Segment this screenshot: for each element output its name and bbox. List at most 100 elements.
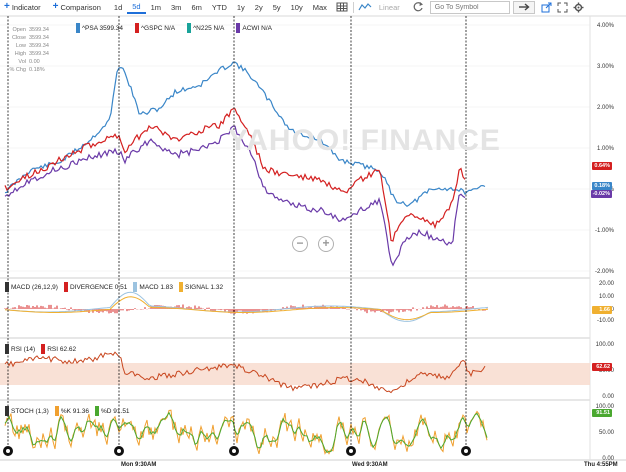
share-icon[interactable] bbox=[539, 0, 555, 14]
event-marker[interactable] bbox=[3, 446, 13, 456]
legend-item[interactable]: DIVERGENCE 0.51 bbox=[63, 282, 128, 292]
legend-label: DIVERGENCE 0.51 bbox=[69, 283, 128, 291]
range-1y[interactable]: 1y bbox=[236, 2, 245, 12]
event-marker[interactable] bbox=[461, 446, 471, 456]
quote-summary: Open 3599.34 Close 3599.34 Low 3599.34 High 359… bbox=[4, 26, 49, 74]
legend-label: MACD (26,12,9) bbox=[11, 283, 58, 291]
scale-toggle[interactable]: Linear bbox=[379, 0, 400, 14]
axis-tick-label: 2.00% bbox=[597, 105, 615, 111]
legend-item[interactable]: RSI 62.62 bbox=[41, 344, 76, 354]
quote-row: High 3599.34 bbox=[4, 50, 49, 58]
legend-label: SIGNAL 1.32 bbox=[185, 283, 224, 291]
series-line-psa bbox=[4, 61, 486, 208]
legend-swatch bbox=[133, 282, 138, 292]
rsi-line bbox=[4, 351, 486, 394]
legend-swatch bbox=[41, 344, 46, 354]
stoch-d-line bbox=[4, 411, 488, 454]
legend-item[interactable]: ^PSA 3599.34 bbox=[76, 23, 123, 33]
stoch-k-line bbox=[4, 409, 488, 455]
legend-item[interactable]: ^GSPC N/A bbox=[135, 23, 175, 33]
range-2y[interactable]: 2y bbox=[254, 2, 263, 12]
legend-item[interactable]: ACWI N/A bbox=[236, 23, 272, 33]
go-to-symbol-input[interactable] bbox=[429, 0, 510, 14]
legend-swatch bbox=[5, 344, 9, 354]
series-line-acwi bbox=[4, 125, 466, 267]
quote-value: 0.18% bbox=[29, 67, 45, 73]
value-tag: -0.02% bbox=[590, 190, 612, 198]
quote-label: High bbox=[14, 51, 26, 57]
zoom-in-icon[interactable]: + bbox=[318, 236, 334, 252]
axis-tick-label: 100.00 bbox=[596, 342, 615, 348]
chart-type-icon[interactable] bbox=[334, 0, 350, 14]
quote-value: 3599.34 bbox=[29, 35, 49, 41]
range-6m[interactable]: 6m bbox=[191, 2, 202, 12]
axis-tick-label: 1.00% bbox=[597, 146, 615, 152]
zoom-out-icon[interactable]: − bbox=[292, 236, 308, 252]
value-tag: 0.64% bbox=[592, 162, 612, 170]
legend-swatch bbox=[95, 406, 99, 416]
axis-tick-label: -1.00% bbox=[595, 228, 615, 234]
reset-icon[interactable] bbox=[410, 0, 426, 14]
legend-item[interactable]: SIGNAL 1.32 bbox=[179, 282, 223, 292]
event-marker[interactable] bbox=[114, 446, 124, 456]
rsi-band bbox=[0, 363, 590, 385]
quote-row: Close 3599.34 bbox=[4, 34, 49, 42]
quote-row: Vol 0.00 bbox=[4, 58, 49, 66]
legend-swatch bbox=[5, 282, 9, 292]
legend-label: %D 91.51 bbox=[101, 407, 130, 415]
comparison-label: Comparison bbox=[60, 2, 101, 12]
quote-label: % Chg bbox=[9, 67, 26, 73]
plus-icon: + bbox=[52, 1, 59, 12]
axis-tick-label: 50.00 bbox=[599, 368, 615, 374]
date-label-mon: Mon 9:30AM bbox=[121, 462, 157, 468]
legend-item[interactable]: MACD (26,12,9) bbox=[5, 282, 58, 292]
main-legend: ^PSA 3599.34 ^GSPC N/A ^N225 N/A ACWI N/A bbox=[76, 23, 272, 33]
axis-tick-label: 3.00% bbox=[597, 64, 615, 70]
macd-line bbox=[4, 291, 489, 322]
value-tag: 62.62 bbox=[592, 363, 612, 371]
legend-item[interactable]: %K 91.36 bbox=[54, 406, 89, 416]
legend-item[interactable]: STOCH (1,3) bbox=[5, 406, 49, 416]
range-10y[interactable]: 10y bbox=[290, 2, 303, 12]
gear-icon[interactable] bbox=[571, 0, 587, 14]
legend-item[interactable]: ^N225 N/A bbox=[187, 23, 224, 33]
range-5d[interactable]: 5d bbox=[127, 0, 146, 14]
legend-label: RSI 62.62 bbox=[47, 345, 77, 353]
value-tag: 1.66 bbox=[592, 306, 612, 314]
stoch-legend: STOCH (1,3) %K 91.36 %D 91.51 bbox=[5, 406, 130, 416]
axis-tick-label: 50.00 bbox=[599, 430, 615, 436]
indicator-button[interactable]: + Indicator bbox=[0, 0, 41, 14]
range-1d[interactable]: 1d bbox=[113, 2, 123, 12]
legend-swatch bbox=[54, 406, 59, 416]
comparison-button[interactable]: + Comparison bbox=[53, 0, 101, 14]
range-5y[interactable]: 5y bbox=[272, 2, 281, 12]
legend-item[interactable]: MACD 1.83 bbox=[133, 282, 173, 292]
toolbar-divider bbox=[352, 1, 354, 13]
range-3m[interactable]: 3m bbox=[171, 2, 182, 12]
draw-tool-icon[interactable] bbox=[357, 0, 373, 14]
event-marker[interactable] bbox=[229, 446, 239, 456]
value-tag: 91.51 bbox=[592, 409, 612, 417]
axis-tick-label: -10.00 bbox=[597, 318, 615, 324]
range-1m[interactable]: 1m bbox=[150, 2, 162, 12]
axis-tick-label: 0.00 bbox=[602, 394, 614, 400]
expand-icon[interactable] bbox=[555, 0, 571, 14]
legend-item[interactable]: RSI (14) bbox=[5, 344, 35, 354]
event-marker[interactable] bbox=[346, 446, 356, 456]
axis-tick-label: 10.00 bbox=[599, 294, 615, 300]
quote-label: Open bbox=[12, 27, 26, 33]
quote-label: Vol bbox=[18, 59, 26, 65]
range-ytd[interactable]: YTD bbox=[211, 2, 227, 12]
quote-label: Close bbox=[11, 35, 26, 41]
legend-label: ^N225 N/A bbox=[193, 24, 225, 32]
legend-swatch bbox=[5, 406, 9, 416]
quote-row: Open 3599.34 bbox=[4, 26, 49, 34]
legend-swatch bbox=[135, 23, 139, 33]
quote-value: 3599.34 bbox=[29, 51, 49, 57]
legend-item[interactable]: %D 91.51 bbox=[95, 406, 130, 416]
series-line-gspc bbox=[4, 108, 466, 242]
go-button[interactable] bbox=[512, 0, 535, 14]
legend-label: RSI (14) bbox=[11, 345, 36, 353]
range-max[interactable]: Max bbox=[312, 2, 327, 12]
